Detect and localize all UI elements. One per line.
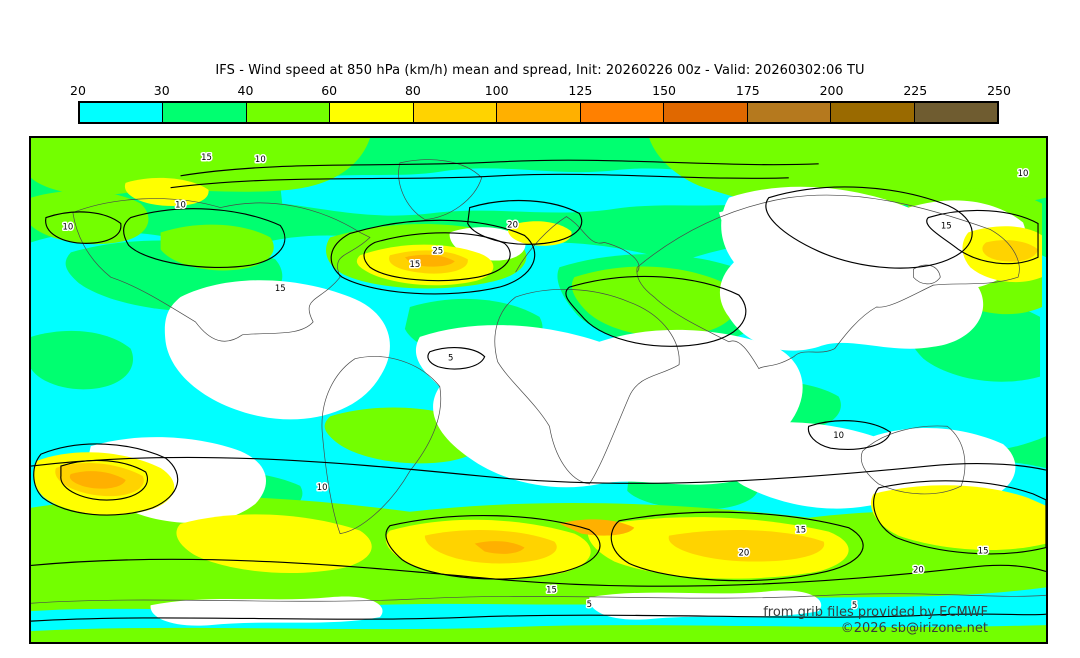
contour-label: 10 [833, 430, 844, 440]
page-title: IFS - Wind speed at 850 hPa (km/h) mean … [215, 63, 865, 78]
contour-label: 20 [913, 564, 924, 574]
colorbar-tick: 225 [903, 83, 928, 98]
colorbar-segment-225-250 [913, 103, 997, 122]
colorbar: 20 30 40 60 80 100 125 150 175 200 225 250 [70, 83, 1011, 124]
colorbar-segment-150-175 [663, 103, 747, 122]
colorbar-segments [78, 101, 999, 124]
contour-label: 15 [201, 152, 212, 162]
colorbar-segment-125-150 [579, 103, 664, 122]
colorbar-tick: 175 [735, 83, 760, 98]
attribution-provider: from grib files provided by ECMWF [763, 605, 988, 620]
contour-label: 15 [409, 259, 420, 269]
colorbar-tick: 60 [321, 83, 338, 98]
colorbar-tick: 20 [70, 83, 86, 98]
colorbar-segment-60-80 [329, 103, 413, 122]
wind-field-canvas: 15 10 10 10 15 15 25 20 10 15 5 10 10 15 20 15 20 15 5 5 [31, 138, 1046, 642]
colorbar-tick: 125 [568, 83, 593, 98]
colorbar-segment-20-30 [80, 103, 163, 122]
contour-label: 15 [941, 220, 952, 230]
contour-label: 15 [795, 525, 806, 535]
attribution-copyright: ©2026 sb@irizone.net [840, 621, 988, 636]
contour-label: 15 [978, 546, 989, 556]
colorbar-tick: 80 [404, 83, 421, 98]
colorbar-tick: 250 [987, 83, 1011, 98]
contour-label: 20 [739, 548, 750, 558]
colorbar-segment-175-200 [746, 103, 831, 122]
coastline-layer [31, 159, 1046, 604]
contour-labels-layer: 15 10 10 10 15 15 25 20 10 15 5 10 10 15 20 15 20 15 5 5 [61, 150, 1030, 611]
contour-label: 5 [587, 599, 592, 609]
contour-label: 10 [317, 482, 328, 492]
wind-fill-white-layer [85, 186, 1027, 626]
colorbar-segment-40-60 [245, 103, 330, 122]
spread-contour-layer [31, 159, 1046, 622]
colorbar-segment-30-40 [162, 103, 246, 122]
wind-speed-map: 15 10 10 10 15 15 25 20 10 15 5 10 10 15 20 15 20 15 5 5 fr… [29, 136, 1048, 644]
contour-label: 5 [448, 353, 453, 363]
colorbar-segment-80-100 [412, 103, 497, 122]
wind-fill-orange-layer [69, 254, 635, 554]
colorbar-tick: 100 [484, 83, 509, 98]
contour-label: 10 [1018, 168, 1029, 178]
contour-label: 25 [432, 245, 443, 255]
contour-label: 10 [255, 154, 266, 164]
colorbar-tick: 200 [819, 83, 844, 98]
colorbar-segment-200-225 [830, 103, 914, 122]
contour-label: 10 [175, 200, 186, 210]
attribution: from grib files provided by ECMWF ©2026 … [763, 605, 988, 637]
colorbar-tick: 150 [652, 83, 677, 98]
colorbar-tick: 40 [237, 83, 254, 98]
contour-label: 5 [852, 600, 857, 610]
colorbar-ticks: 20 30 40 60 80 100 125 150 175 200 225 250 [70, 83, 1011, 99]
contour-label: 10 [63, 221, 74, 231]
colorbar-tick: 30 [153, 83, 170, 98]
contour-label: 15 [546, 584, 557, 594]
colorbar-segment-100-125 [496, 103, 580, 122]
contour-label: 15 [275, 283, 286, 293]
contour-label: 20 [507, 219, 518, 229]
